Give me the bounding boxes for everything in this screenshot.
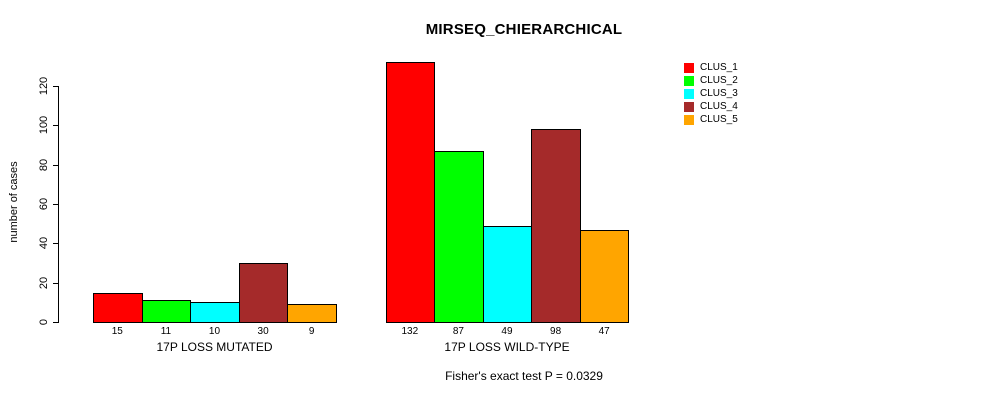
chart-title: MIRSEQ_CHIERARCHICAL	[425, 21, 623, 38]
bar-value-label: 15	[111, 326, 123, 337]
bar-value-label: 47	[598, 326, 610, 337]
legend-label: CLUS_3	[700, 88, 738, 99]
y-axis-tick	[53, 322, 58, 323]
bar-value-label: 10	[208, 326, 221, 337]
y-axis-tick	[53, 164, 58, 166]
y-axis-tick	[53, 243, 58, 245]
legend-label: CLUS_2	[700, 75, 738, 86]
bar-value-label: 11	[160, 326, 172, 337]
y-axis-tick-label: 80	[38, 158, 50, 171]
legend-swatch-clus_1	[684, 62, 694, 73]
y-axis-tick-label: 60	[38, 197, 50, 211]
y-axis-tick	[53, 86, 58, 87]
legend-swatch-clus_3	[684, 88, 694, 99]
bar-clus_3	[190, 302, 240, 323]
legend-item: CLUS_5	[684, 113, 738, 126]
y-axis-tick-label: 40	[38, 237, 50, 250]
y-axis-line	[58, 86, 59, 323]
bar-value-label: 9	[308, 326, 315, 337]
y-axis-tick-label: 100	[38, 116, 50, 135]
group-label: 17P LOSS MUTATED	[156, 340, 273, 354]
bar-clus_4	[238, 263, 289, 323]
bar-value-label: 132	[401, 326, 419, 337]
legend: CLUS_1 CLUS_2 CLUS_3 CLUS_4 CLUS_5	[684, 61, 738, 126]
bar-value-label: 49	[501, 326, 513, 337]
bar-clus_2	[141, 300, 192, 323]
y-axis-tick-label: 120	[38, 76, 50, 96]
y-axis-tick	[53, 125, 58, 127]
legend-swatch-clus_2	[684, 75, 694, 86]
y-axis-tick	[53, 204, 58, 205]
y-axis-tick	[53, 282, 58, 284]
legend-item: CLUS_3	[684, 87, 738, 100]
bar-clus_3	[482, 225, 533, 323]
legend-item: CLUS_2	[684, 74, 738, 87]
legend-label: CLUS_1	[700, 62, 738, 73]
bar-value-label: 98	[550, 326, 562, 337]
bar-clus_1	[385, 62, 436, 323]
bar-clus_5	[579, 229, 630, 323]
bar-value-label: 87	[452, 326, 464, 337]
legend-label: CLUS_5	[700, 114, 738, 125]
bar-clus_4	[531, 129, 581, 323]
bar-clus_1	[93, 292, 143, 323]
legend-swatch-clus_5	[684, 114, 694, 125]
legend-item: CLUS_1	[684, 61, 738, 74]
bar-clus_5	[287, 304, 337, 323]
y-axis-tick-label: 0	[38, 318, 50, 326]
legend-item: CLUS_4	[684, 100, 738, 113]
bar-value-label: 30	[257, 326, 269, 337]
fisher-test-annotation: Fisher's exact test P = 0.0329	[445, 369, 603, 383]
y-axis-tick-label: 20	[38, 276, 50, 289]
group-label: 17P LOSS WILD-TYPE	[444, 340, 570, 354]
legend-label: CLUS_4	[700, 101, 738, 112]
legend-swatch-clus_4	[684, 101, 694, 112]
bar-clus_2	[434, 150, 484, 323]
